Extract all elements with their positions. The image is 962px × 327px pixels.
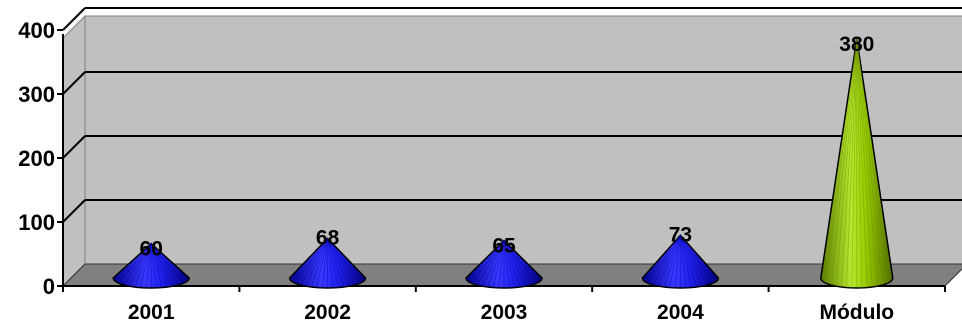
gridlines [62, 7, 962, 223]
category-label: 2001 [128, 301, 175, 324]
side-wall [62, 14, 86, 288]
cone-facet [150, 243, 168, 288]
cone-facet [856, 38, 878, 287]
cone-facet [503, 240, 532, 286]
cone-facet [498, 240, 505, 288]
cone-facet [327, 238, 345, 288]
cone-facet [492, 240, 505, 288]
cone-facet [680, 235, 708, 286]
cone-facet [476, 240, 505, 286]
cone-facet [129, 243, 152, 287]
cone-facet [841, 38, 858, 288]
gridline-side [62, 135, 86, 159]
y-tick-label: 0 [43, 274, 55, 299]
cone-facet [669, 235, 681, 288]
cone-facet [123, 243, 152, 286]
cone-facet [294, 238, 328, 284]
cone-facet [647, 235, 681, 284]
cone-facet [134, 243, 152, 288]
cone-facet [674, 235, 681, 288]
cone-facet [150, 243, 157, 288]
cone-facet [327, 238, 350, 287]
cone-facet [503, 240, 516, 288]
cone-facet [327, 238, 361, 284]
cone-facet [140, 243, 152, 288]
cone-facet [487, 240, 505, 288]
back-wall [84, 15, 962, 265]
gridline-side [62, 71, 86, 95]
y-tick-label: 200 [18, 146, 55, 171]
cone-facet [680, 235, 714, 284]
category-label: Módulo [819, 301, 894, 324]
data-label: 60 [140, 238, 163, 261]
cone-facet [327, 238, 334, 288]
cone-facet [150, 243, 185, 284]
cone-facet [327, 238, 339, 288]
cone-facet [316, 238, 328, 288]
cone-facet [300, 238, 328, 286]
chart-marks [112, 38, 894, 289]
data-label: 73 [669, 223, 692, 246]
cone-facet [327, 238, 356, 286]
cone-facet [856, 38, 883, 286]
cone-facet [830, 38, 858, 286]
cone-facet [311, 238, 328, 288]
y-tick-label: 400 [18, 18, 55, 43]
cone-facet [680, 235, 692, 288]
cone-facet [658, 235, 681, 287]
cone-facet [145, 243, 152, 288]
category-label: 2002 [304, 301, 351, 324]
cone-facet [471, 240, 505, 284]
data-label: 380 [839, 33, 874, 56]
gridline-side [62, 199, 86, 223]
cone-facet [825, 38, 858, 284]
cone-facet [663, 235, 681, 288]
cone-facet [835, 38, 858, 287]
cone-facet [680, 235, 687, 288]
cone-facet [652, 235, 681, 286]
cone-facet [680, 235, 697, 288]
cone-facet [305, 238, 328, 287]
cone-facet [856, 38, 873, 288]
cone-facet [856, 38, 888, 284]
y-tick-label: 300 [18, 82, 55, 107]
cone-facet [846, 38, 858, 288]
cone-facet [856, 38, 868, 288]
plot-area [61, 14, 962, 288]
cone-facet [851, 38, 858, 288]
category-label: 2003 [481, 301, 528, 324]
cone-facet [503, 240, 537, 284]
data-label: 68 [316, 226, 340, 249]
cone-facet [680, 235, 703, 287]
cone-facet [321, 238, 328, 288]
cone-facet [482, 240, 505, 287]
cone-facet [503, 240, 526, 287]
cone-facet [856, 38, 863, 288]
cone-facet [118, 243, 152, 284]
cone-facet [503, 240, 510, 288]
cone-facet [150, 243, 163, 288]
cone-facet [503, 240, 521, 288]
category-label: 2004 [657, 301, 704, 324]
cone-facet [150, 243, 179, 286]
data-label: 65 [492, 234, 516, 257]
chart-labels: 0 100 200 300 400 2001 60 2002 68 2003 65 2004 73 Mód… [18, 18, 894, 324]
gridline-side [62, 7, 86, 31]
y-tick-label: 100 [18, 210, 55, 235]
cone-facet [150, 243, 174, 287]
